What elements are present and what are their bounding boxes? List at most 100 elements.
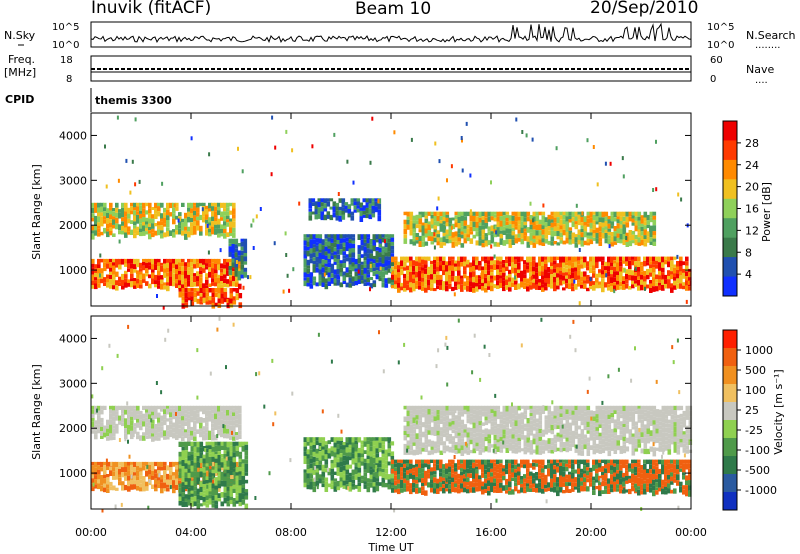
- heatmap-cell: [475, 216, 480, 222]
- heatmap-cell: [481, 270, 485, 275]
- heatmap-cell: [412, 429, 417, 434]
- heatmap-cell: [484, 474, 488, 479]
- heatmap-cell: [226, 405, 230, 410]
- heatmap-cell: [469, 416, 474, 421]
- heatmap-cell: [394, 489, 398, 493]
- heatmap-cell: [217, 224, 221, 229]
- heatmap-cell: [448, 484, 452, 489]
- heatmap-cell: [235, 414, 239, 420]
- heatmap-cell: [351, 453, 356, 459]
- heatmap-cell: [391, 459, 395, 464]
- heatmap-cell: [433, 277, 437, 284]
- heatmap-cell: [223, 492, 228, 498]
- heatmap-cell: [217, 416, 221, 421]
- heatmap-cell: [577, 449, 582, 456]
- heatmap-cell: [366, 264, 371, 270]
- heatmap-cell: [226, 279, 230, 284]
- heatmap-cell: [91, 430, 95, 434]
- heatmap-cell: [377, 215, 382, 222]
- heatmap-cell: [523, 414, 528, 420]
- heatmap-cell: [538, 415, 543, 421]
- heatmap-cell: [229, 445, 234, 452]
- heatmap-cell: [124, 433, 128, 440]
- heatmap-cell: [463, 270, 467, 274]
- heatmap-cell: [649, 459, 653, 465]
- heatmap-cell: [511, 277, 515, 283]
- heatmap-cell: [97, 273, 101, 279]
- heatmap-cell: [418, 218, 423, 225]
- heatmap-cell: [347, 204, 352, 209]
- heatmap-cell: [460, 226, 465, 232]
- heatmap-cell: [478, 236, 483, 241]
- heatmap-cell: [235, 282, 239, 287]
- heatmap-cell: [154, 424, 158, 430]
- heatmap-cell: [649, 464, 653, 470]
- heatmap-cell: [252, 218, 255, 223]
- heatmap-cell: [136, 461, 140, 466]
- heatmap-cell: [613, 463, 617, 467]
- heatmap-cell: [372, 267, 377, 271]
- heatmap-cell: [208, 488, 213, 492]
- heatmap-cell: [544, 488, 548, 492]
- heatmap-cell: [306, 273, 311, 278]
- heatmap-cell: [390, 473, 395, 479]
- heatmap-cell: [505, 234, 508, 239]
- heatmap-cell: [433, 432, 438, 436]
- heatmap-cell: [312, 470, 317, 475]
- heatmap-cell: [329, 198, 334, 202]
- heatmap-cell: [232, 281, 236, 287]
- heatmap-cell: [324, 270, 329, 276]
- heatmap-cell: [323, 208, 328, 212]
- heatmap-cell: [323, 198, 328, 204]
- heatmap-cell: [466, 234, 471, 238]
- heatmap-cell: [523, 474, 527, 479]
- heatmap-cell: [640, 478, 644, 485]
- heatmap-cell: [363, 267, 368, 274]
- heatmap-cell: [387, 256, 392, 261]
- heatmap-cell: [199, 296, 204, 302]
- heatmap-cell: [556, 462, 560, 467]
- heatmap-cell: [493, 434, 498, 441]
- heatmap-cell: [559, 481, 563, 488]
- heatmap-cell: [378, 243, 383, 248]
- heatmap-cell: [339, 453, 344, 458]
- heatmap-cell: [244, 472, 249, 476]
- heatmap-cell: [326, 198, 331, 202]
- heatmap-cell: [232, 408, 236, 413]
- heatmap-cell: [478, 265, 482, 271]
- heatmap-cell: [475, 275, 479, 279]
- heatmap-cell: [172, 273, 176, 277]
- heatmap-cell: [427, 221, 432, 225]
- heatmap-cell: [163, 272, 167, 278]
- heatmap-cell: [571, 217, 576, 222]
- heatmap-cell: [493, 444, 498, 450]
- heatmap-cell: [520, 211, 525, 216]
- heatmap-cell: [571, 238, 576, 244]
- heatmap-cell: [538, 230, 543, 236]
- heatmap-cell: [196, 225, 200, 231]
- heatmap-cell: [193, 483, 197, 490]
- heatmap-cell: [394, 256, 398, 261]
- heatmap-cell: [613, 256, 617, 261]
- heatmap-cell: [103, 267, 107, 272]
- heatmap-cell: [196, 441, 201, 448]
- heatmap-cell: [214, 273, 218, 278]
- heatmap-cell: [199, 301, 204, 305]
- heatmap-cell: [223, 291, 228, 298]
- heatmap-cell: [556, 211, 561, 218]
- heatmap-cell: [139, 232, 143, 237]
- heatmap-cell: [550, 211, 555, 216]
- heatmap-cell: [418, 433, 423, 438]
- heatmap-cell: [604, 233, 609, 239]
- heatmap-cell: [493, 421, 498, 426]
- colorbar-segment: [723, 179, 737, 200]
- heatmap-cell: [178, 496, 183, 501]
- heatmap-cell: [306, 259, 311, 266]
- heatmap-cell: [369, 482, 374, 488]
- heatmap-cell: [309, 459, 314, 464]
- heatmap-cell: [379, 266, 382, 271]
- heatmap-cell: [375, 270, 380, 275]
- heatmap-cell: [169, 212, 173, 217]
- heatmap-cell: [658, 487, 662, 492]
- heatmap-cell: [384, 242, 389, 248]
